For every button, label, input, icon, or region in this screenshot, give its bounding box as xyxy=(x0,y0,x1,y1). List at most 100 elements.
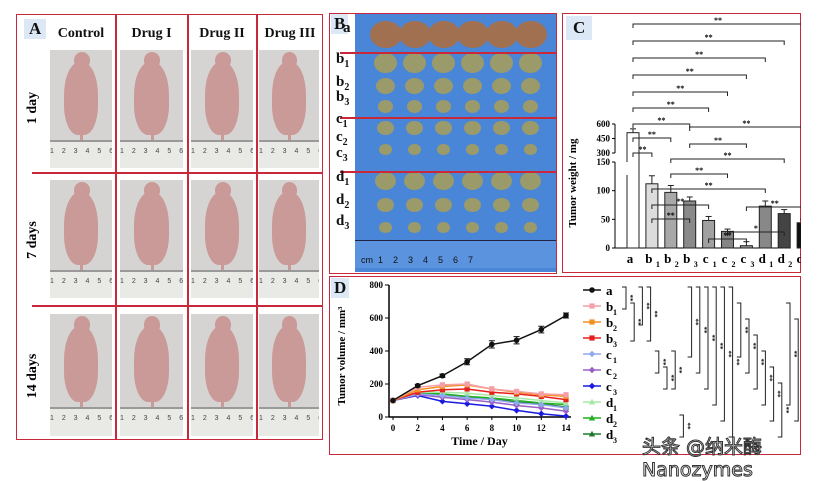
tumor xyxy=(434,78,453,95)
significance-bracket xyxy=(687,286,693,358)
significance-label: ** xyxy=(626,295,634,303)
row-label-d2: d2 xyxy=(336,192,350,211)
legend-marker-d1 xyxy=(588,398,596,405)
significance-label: ** xyxy=(638,145,646,154)
significance-label: ** xyxy=(708,335,716,343)
legend-label-c2: c xyxy=(606,363,612,378)
significance-bracket xyxy=(632,40,785,45)
data-point-c1 xyxy=(488,396,496,403)
row-label-b1: b1 xyxy=(336,51,350,70)
y-tick-label: 0 xyxy=(606,243,611,253)
bar-c3 xyxy=(739,245,753,249)
data-point-a xyxy=(489,341,495,348)
tumor xyxy=(464,198,481,213)
y-tick-label: 450 xyxy=(597,134,611,144)
x-tick-label: 2 xyxy=(415,423,420,433)
significance-label: ** xyxy=(724,231,732,240)
row-header-7-days: 7 days xyxy=(25,221,40,259)
x-tick-subscript: 2 xyxy=(675,260,679,269)
x-tick-label: c xyxy=(722,251,728,266)
tumor-photo: cm 1 2 3 4 5 6 7 xyxy=(355,14,556,272)
tumor xyxy=(495,144,508,155)
tumor xyxy=(377,121,394,136)
legend-marker-a xyxy=(589,287,595,293)
watermark: 头条 @纳米酶Nanozymes xyxy=(642,436,763,481)
legend-subscript: 3 xyxy=(613,340,617,349)
panel-c xyxy=(562,13,801,273)
x-axis-label: Time / Day xyxy=(451,434,507,448)
bar-b2 xyxy=(664,191,678,249)
x-tick-label: d xyxy=(778,251,786,266)
legend-subscript: 1 xyxy=(613,356,617,365)
tumor xyxy=(403,53,427,73)
ruler: 1 2 3 4 5 6 xyxy=(259,406,319,436)
significance-bracket xyxy=(777,382,783,438)
ruler: 1 2 3 4 5 6 xyxy=(120,139,183,168)
y-tick-label: 600 xyxy=(597,119,611,129)
significance-label: ** xyxy=(683,423,691,431)
x-tick-label: b xyxy=(683,251,690,266)
tumor xyxy=(524,144,537,155)
significance-bracket xyxy=(651,204,710,209)
significance-bracket xyxy=(654,350,660,374)
row-label-d1: d1 xyxy=(336,169,350,188)
tumor xyxy=(465,100,480,113)
legend-subscript: 3 xyxy=(613,388,617,397)
mouse-photo: 1 2 3 4 5 6 xyxy=(191,180,253,298)
bar-c1 xyxy=(702,219,716,249)
data-point-b3 xyxy=(563,397,569,403)
significance-label: ** xyxy=(741,327,749,335)
significance-bracket xyxy=(622,286,627,310)
legend-subscript: 3 xyxy=(613,436,617,445)
significance-bracket xyxy=(670,158,785,163)
column-header-drug-iii: Drug III xyxy=(264,26,316,41)
tumor xyxy=(406,198,423,213)
row-label-c2: c2 xyxy=(336,129,348,148)
data-point-b1 xyxy=(489,386,495,392)
ruler: 1 2 3 4 5 6 xyxy=(191,269,253,298)
bar-d1 xyxy=(758,205,772,249)
y-tick-label: 200 xyxy=(370,379,384,389)
data-point-c1 xyxy=(562,404,570,412)
significance-label: ** xyxy=(757,359,765,367)
tumor xyxy=(435,121,452,136)
x-tick-label: 4 xyxy=(440,423,445,433)
legend-label-d2: d xyxy=(606,411,614,426)
legend-label-a: a xyxy=(606,283,613,298)
significance-label: ** xyxy=(648,130,656,139)
significance-bracket xyxy=(632,123,691,128)
legend-marker-c3 xyxy=(588,382,596,390)
data-point-c2 xyxy=(562,408,570,415)
legend-marker-c2 xyxy=(588,366,596,374)
x-tick-subscript: 1 xyxy=(656,260,660,269)
significance-label: ** xyxy=(675,367,683,375)
legend-subscript: 1 xyxy=(613,308,617,317)
significance-bracket xyxy=(632,57,766,62)
legend-marker-b1 xyxy=(589,303,595,309)
tumor xyxy=(493,121,510,136)
row-label-c3: c3 xyxy=(336,145,348,164)
significance-bracket xyxy=(689,126,801,131)
data-point-c3 xyxy=(562,412,570,420)
series-line-d2 xyxy=(392,392,567,406)
tumor xyxy=(379,222,392,233)
tumor xyxy=(461,53,485,73)
significance-label: ** xyxy=(716,343,724,351)
tumor xyxy=(524,222,537,233)
significance-label: ** xyxy=(705,181,713,190)
data-point-a xyxy=(513,337,520,344)
tumor xyxy=(435,198,452,213)
ruler: 1 2 3 4 5 6 xyxy=(50,139,112,168)
data-point-a xyxy=(439,372,446,379)
mouse-photo: 1 2 3 4 5 6 xyxy=(120,314,183,436)
significance-bracket xyxy=(704,286,709,390)
y-tick-label: 0 xyxy=(379,412,384,422)
data-point-a xyxy=(414,382,421,389)
significance-bracket xyxy=(651,188,766,193)
data-point-d1 xyxy=(463,389,471,396)
significance-label: * xyxy=(754,224,758,233)
tumor xyxy=(428,21,460,48)
bar-d2 xyxy=(777,213,791,249)
